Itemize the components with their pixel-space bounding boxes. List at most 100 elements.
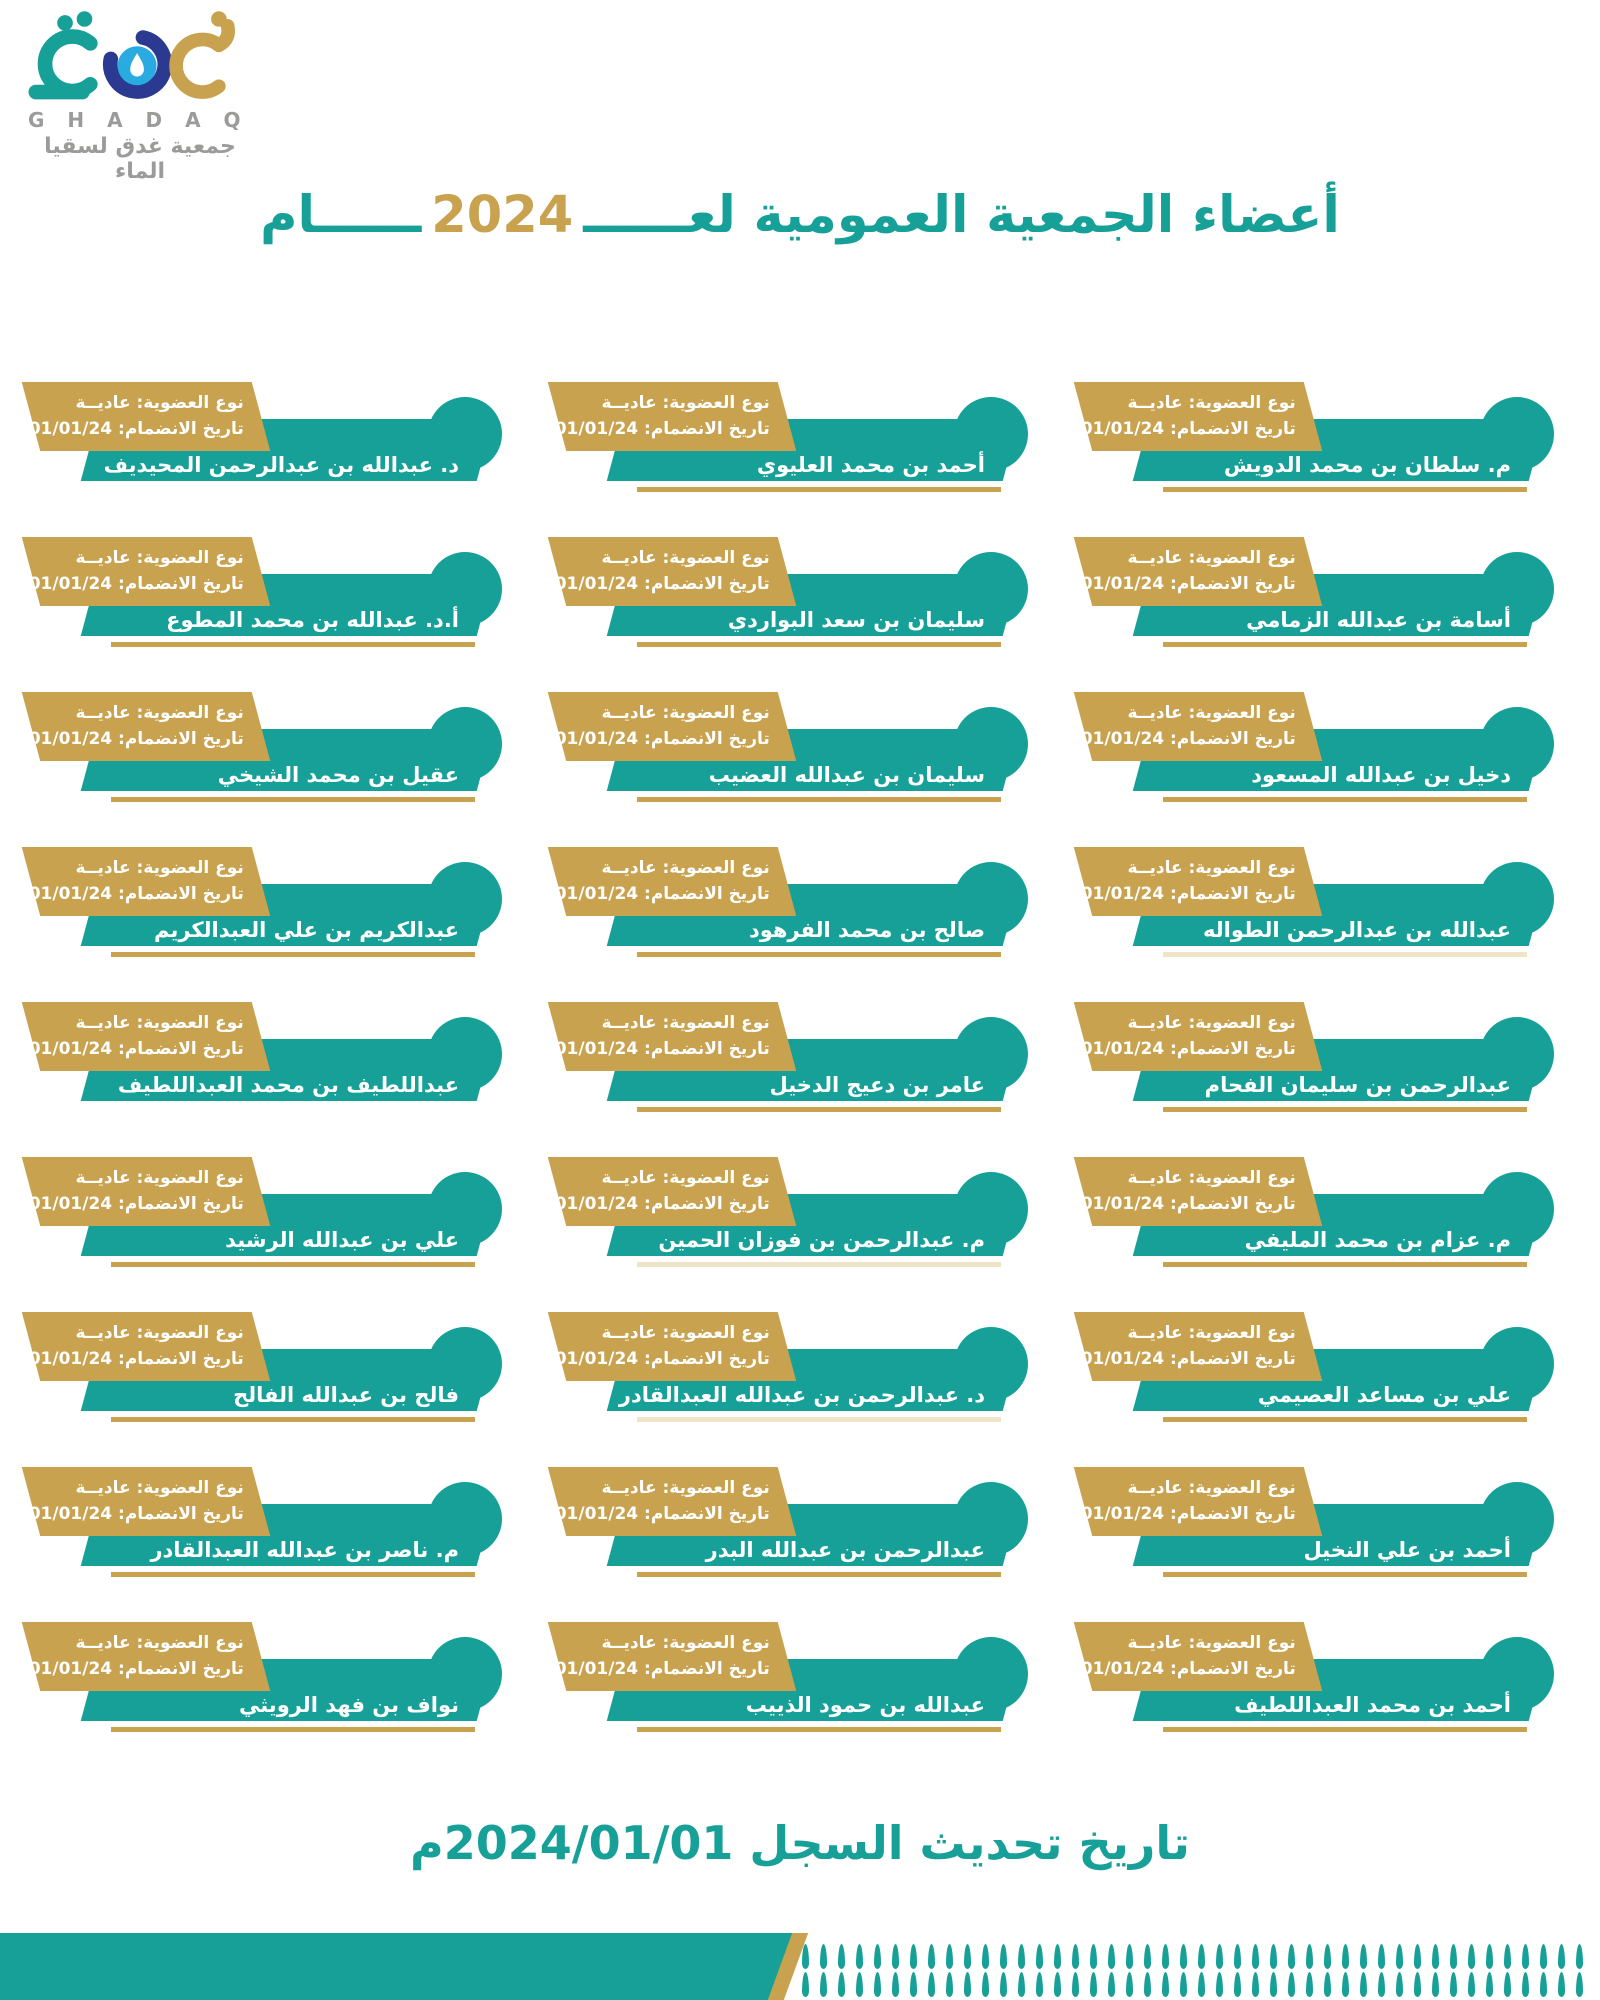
card-underline: [637, 1417, 1001, 1422]
water-drop-icon: [1288, 1944, 1295, 1969]
title-post: ــــــام: [260, 186, 422, 245]
water-drop-icon: [1504, 1972, 1511, 1997]
membership-badge-text: نوع العضوية: عاديــة تاريخ الانضمام: 01/…: [28, 1157, 260, 1217]
member-name: م. عزام بن محمد المليفي: [1244, 1228, 1511, 1252]
member-card: عبدالله بن عبدالرحمن الطواله نوع العضوية…: [1073, 847, 1575, 977]
membership-type-label: نوع العضوية: عاديــة: [601, 1168, 770, 1188]
card-underline: [637, 487, 1001, 492]
water-drop-icon: [1378, 1972, 1385, 1997]
water-drops-pattern: [802, 1941, 1594, 1997]
join-date-label: تاريخ الانضمام: 01/01/24: [554, 1039, 770, 1059]
water-drop-icon: [1450, 1972, 1457, 1997]
membership-badge: نوع العضوية: عاديــة تاريخ الانضمام: 01/…: [1073, 1467, 1323, 1536]
membership-badge-text: نوع العضوية: عاديــة تاريخ الانضمام: 01/…: [1081, 1467, 1312, 1527]
water-drop-icon: [964, 1972, 971, 1997]
water-drop-icon: [1018, 1972, 1025, 1997]
member-name: عبداللطيف بن محمد العبداللطيف: [117, 1073, 459, 1097]
join-date-label: تاريخ الانضمام: 01/01/24: [554, 1504, 770, 1524]
water-drop-icon: [838, 1944, 845, 1969]
join-date-label: تاريخ الانضمام: 01/01/24: [554, 1349, 770, 1369]
membership-badge: نوع العضوية: عاديــة تاريخ الانضمام: 01/…: [547, 1157, 797, 1226]
footer-teal-band: [0, 1933, 793, 2000]
membership-badge: نوع العضوية: عاديــة تاريخ الانضمام: 01/…: [21, 382, 271, 451]
member-card: سليمان بن سعد البواردي نوع العضوية: عادي…: [547, 537, 1049, 667]
member-name: سليمان بن عبدالله العضيب: [708, 763, 985, 787]
membership-badge: نوع العضوية: عاديــة تاريخ الانضمام: 01/…: [21, 1002, 271, 1071]
membership-type-label: نوع العضوية: عاديــة: [601, 1633, 770, 1653]
card-underline: [1163, 1262, 1527, 1267]
water-drop-icon: [892, 1972, 899, 1997]
membership-badge-text: نوع العضوية: عاديــة تاريخ الانضمام: 01/…: [28, 1002, 260, 1062]
card-underline: [637, 642, 1001, 647]
water-drop-icon: [1162, 1944, 1169, 1969]
member-card: صالح بن محمد الفرهود نوع العضوية: عاديــ…: [547, 847, 1049, 977]
water-drop-icon: [1414, 1972, 1421, 1997]
card-underline: [1163, 1417, 1527, 1422]
water-drop-icon: [1306, 1972, 1313, 1997]
water-drop-icon: [1576, 1944, 1583, 1969]
water-drop-icon: [1522, 1972, 1529, 1997]
join-date-label: تاريخ الانضمام: 01/01/24: [1080, 419, 1296, 439]
water-drop-icon: [1252, 1944, 1259, 1969]
membership-type-label: نوع العضوية: عاديــة: [75, 1168, 244, 1188]
membership-badge-text: نوع العضوية: عاديــة تاريخ الانضمام: 01/…: [1081, 847, 1312, 907]
member-card: عبداللطيف بن محمد العبداللطيف نوع العضوي…: [21, 1002, 523, 1132]
membership-type-label: نوع العضوية: عاديــة: [75, 1323, 244, 1343]
water-drop-icon: [1036, 1972, 1043, 1997]
member-card: د. عبدالرحمن بن عبدالله العبدالقادر نوع …: [547, 1312, 1049, 1442]
member-card: أحمد بن محمد العليوي نوع العضوية: عاديــ…: [547, 382, 1049, 512]
member-name: صالح بن محمد الفرهود: [748, 918, 985, 942]
membership-type-label: نوع العضوية: عاديــة: [601, 1323, 770, 1343]
water-drop-icon: [1198, 1944, 1205, 1969]
membership-type-label: نوع العضوية: عاديــة: [75, 1013, 244, 1033]
join-date-label: تاريخ الانضمام: 01/01/24: [28, 1349, 244, 1369]
join-date-label: تاريخ الانضمام: 01/01/24: [554, 1659, 770, 1679]
membership-badge: نوع العضوية: عاديــة تاريخ الانضمام: 01/…: [21, 1312, 271, 1381]
water-drop-icon: [1396, 1944, 1403, 1969]
membership-badge: نوع العضوية: عاديــة تاريخ الانضمام: 01/…: [547, 1312, 797, 1381]
ghadaq-logo: G H A D A Q جمعية غدق لسقيا الماء: [28, 10, 254, 184]
join-date-label: تاريخ الانضمام: 01/01/24: [1080, 1194, 1296, 1214]
membership-badge-text: نوع العضوية: عاديــة تاريخ الانضمام: 01/…: [1080, 1157, 1312, 1217]
member-name: عقيل بن محمد الشيخي: [217, 763, 459, 787]
member-name: عامر بن دعيج الدخيل: [769, 1073, 985, 1097]
membership-badge: نوع العضوية: عاديــة تاريخ الانضمام: 01/…: [547, 1622, 797, 1691]
membership-type-label: نوع العضوية: عاديــة: [601, 1013, 770, 1033]
member-name: دخيل بن عبدالله المسعود: [1251, 763, 1511, 787]
membership-badge-text: نوع العضوية: عاديــة تاريخ الانضمام: 01/…: [554, 1467, 786, 1527]
join-date-label: تاريخ الانضمام: 01/01/24: [554, 419, 770, 439]
join-date-label: تاريخ الانضمام: 01/01/24: [28, 1194, 244, 1214]
water-drop-icon: [1558, 1972, 1565, 1997]
join-date-label: تاريخ الانضمام: 01/01/24: [28, 419, 244, 439]
membership-type-label: نوع العضوية: عاديــة: [1127, 703, 1296, 723]
membership-badge-text: نوع العضوية: عاديــة تاريخ الانضمام: 01/…: [1081, 1002, 1312, 1062]
water-drop-icon: [874, 1972, 881, 1997]
water-drop-icon: [1270, 1944, 1277, 1969]
membership-type-label: نوع العضوية: عاديــة: [75, 703, 244, 723]
member-name: عبدالرحمن بن سليمان الفحام: [1204, 1073, 1511, 1097]
water-drop-icon: [1558, 1944, 1565, 1969]
membership-badge: نوع العضوية: عاديــة تاريخ الانضمام: 01/…: [21, 1467, 271, 1536]
membership-type-label: نوع العضوية: عاديــة: [75, 548, 244, 568]
water-drop-icon: [1432, 1944, 1439, 1969]
membership-badge-text: نوع العضوية: عاديــة تاريخ الانضمام: 01/…: [28, 1312, 260, 1372]
record-update-date: تاريخ تحديث السجل 2024/01/01م: [0, 1816, 1600, 1870]
ghadaq-logo-mark: [28, 11, 236, 100]
member-card: م. ناصر بن عبدالله العبدالقادر نوع العضو…: [21, 1467, 523, 1597]
membership-type-label: نوع العضوية: عاديــة: [1127, 393, 1296, 413]
member-name: عبدالكريم بن علي العبدالكريم: [154, 918, 459, 942]
membership-type-label: نوع العضوية: عاديــة: [601, 393, 770, 413]
join-date-label: تاريخ الانضمام: 01/01/24: [554, 574, 770, 594]
membership-badge: نوع العضوية: عاديــة تاريخ الانضمام: 01/…: [1073, 537, 1323, 606]
water-drop-icon: [1468, 1944, 1475, 1969]
join-date-label: تاريخ الانضمام: 01/01/24: [28, 1659, 244, 1679]
water-drop-icon: [802, 1944, 809, 1969]
membership-type-label: نوع العضوية: عاديــة: [1127, 858, 1296, 878]
water-drop-icon: [1180, 1972, 1187, 1997]
water-drop-icon: [1342, 1972, 1349, 1997]
card-underline: [111, 1262, 475, 1267]
membership-badge: نوع العضوية: عاديــة تاريخ الانضمام: 01/…: [547, 1467, 797, 1536]
water-drop-icon: [1360, 1972, 1367, 1997]
join-date-label: تاريخ الانضمام: 01/01/24: [28, 1039, 244, 1059]
membership-badge: نوع العضوية: عاديــة تاريخ الانضمام: 01/…: [1073, 692, 1323, 761]
